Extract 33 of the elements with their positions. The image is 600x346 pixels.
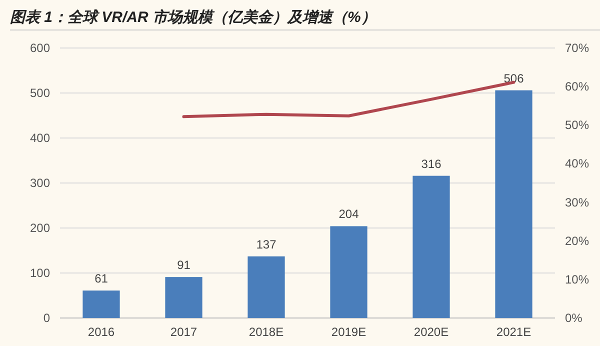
y2-tick-label: 10% [565, 272, 590, 286]
x-tick-label: 2017 [170, 325, 198, 339]
y-tick-label: 100 [30, 266, 50, 280]
data-label: 137 [256, 237, 277, 252]
x-tick-label: 2021E [496, 325, 532, 339]
bar [412, 176, 450, 318]
bar [248, 256, 285, 318]
data-label: 61 [94, 272, 108, 286]
x-tick-label: 2020E [414, 325, 449, 339]
bar [330, 226, 368, 318]
bar [495, 90, 532, 318]
data-label: 91 [177, 258, 191, 272]
y2-tick-label: 70% [565, 41, 590, 55]
x-tick-label: 2019E [331, 325, 366, 339]
y-tick-label: 600 [30, 41, 50, 55]
y2-tick-label: 50% [565, 118, 590, 132]
data-label: 204 [338, 207, 360, 222]
y2-tick-label: 30% [565, 195, 590, 210]
y-tick-label: 400 [30, 131, 50, 145]
y2-tick-label: 60% [565, 80, 590, 94]
x-tick-label: 2016 [88, 325, 115, 339]
y-tick-label: 0 [43, 311, 50, 325]
y2-tick-label: 40% [565, 156, 590, 171]
y2-tick-label: 20% [565, 234, 590, 248]
y2-tick-label: 0% [565, 311, 583, 325]
chart-title: 图表 1：全球 VR/AR 市场规模（亿美金）及增速（%） [10, 8, 376, 26]
y-tick-label: 300 [30, 176, 50, 190]
y-tick-label: 200 [30, 221, 50, 235]
y-tick-label: 500 [30, 86, 50, 100]
bar [165, 277, 202, 318]
x-tick-label: 2018E [248, 325, 284, 339]
data-label: 316 [421, 156, 442, 171]
bar [82, 290, 120, 318]
